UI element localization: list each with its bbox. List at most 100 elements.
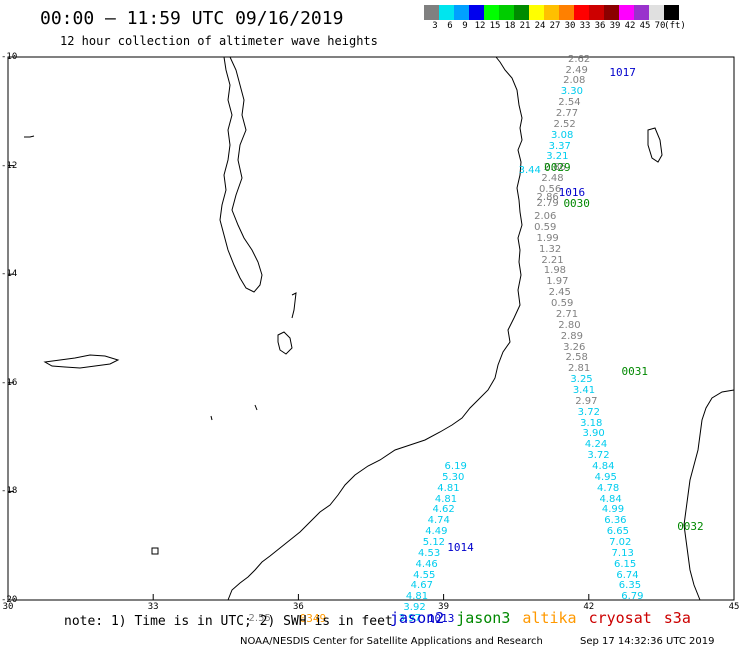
wave-height-label: 2.71 bbox=[555, 308, 579, 320]
pass-label: 0031 bbox=[621, 364, 649, 378]
lat-tick-label: -16 bbox=[1, 377, 18, 388]
island-grande-comore bbox=[647, 127, 663, 163]
lon-tick-label: 36 bbox=[292, 602, 304, 612]
lon-tick-label: 30 bbox=[2, 602, 14, 612]
timestamp-text: Sep 17 14:32:36 UTC 2019 bbox=[580, 636, 715, 647]
colorbar-label: 70 bbox=[654, 21, 666, 31]
wave-height-label: 4.99 bbox=[601, 504, 625, 516]
wave-height-label: 3.97 bbox=[398, 613, 421, 624]
colorbar-label: 30 bbox=[564, 21, 576, 31]
wave-height-label: 2.08 bbox=[563, 75, 586, 87]
map-title: 00:00 – 11:59 UTC 09/16/2019 bbox=[40, 8, 344, 29]
map-frame bbox=[7, 56, 735, 601]
wave-height-label: 5.30 bbox=[442, 471, 465, 483]
lake-kariba bbox=[43, 354, 120, 369]
colorbar-swatch bbox=[604, 5, 619, 20]
colorbar-swatch bbox=[439, 5, 454, 20]
pass-label: 1016 bbox=[558, 185, 586, 199]
wave-height-label: 2.55 bbox=[248, 613, 271, 624]
colorbar-swatch bbox=[649, 5, 664, 20]
wave-height-label: 3.72 bbox=[587, 450, 610, 462]
colorbar-label: 6 bbox=[447, 21, 453, 31]
wave-height-label: 4.81 bbox=[434, 493, 458, 505]
colorbar-swatch bbox=[634, 5, 649, 20]
wave-height-label: 4.81 bbox=[437, 482, 460, 494]
wave-height-label: 2.81 bbox=[567, 363, 591, 375]
wave-height-label: 4.62 bbox=[432, 504, 455, 516]
wave-height-label: 4.84 bbox=[599, 493, 622, 505]
wave-height-label: 4.95 bbox=[594, 471, 617, 483]
wave-height-label: 3.21 bbox=[546, 151, 569, 163]
colorbar-label: 15 bbox=[489, 21, 501, 31]
wave-height-label: 2.77 bbox=[555, 108, 579, 119]
wave-height-label: 3.26 bbox=[563, 341, 586, 353]
wave-height-label: 2.86 bbox=[543, 162, 567, 174]
colorbar-label: 24 bbox=[534, 21, 546, 31]
wave-height-label: 3.18 bbox=[580, 417, 603, 429]
wave-height-label: 3.72 bbox=[577, 406, 600, 418]
colorbar-swatch bbox=[484, 5, 499, 20]
colorbar-swatch bbox=[544, 5, 559, 20]
wave-height-label: 2.89 bbox=[560, 330, 583, 342]
colorbar-label: 27 bbox=[549, 21, 561, 31]
lat-tick-label: -12 bbox=[1, 160, 18, 171]
wave-height-label: 2.62 bbox=[567, 53, 591, 65]
legend-altika: altika bbox=[522, 609, 577, 627]
wave-height-label: 0.59 bbox=[534, 222, 557, 234]
wave-height-label: 1.98 bbox=[543, 265, 567, 277]
pass-label: 1014 bbox=[447, 541, 474, 555]
pass-label: 0032 bbox=[677, 519, 704, 533]
colorbar-swatch bbox=[529, 5, 544, 20]
colorbar-swatch bbox=[424, 5, 439, 20]
colorbar-label: 42 bbox=[624, 21, 636, 31]
legend-jason3: jason3 bbox=[456, 609, 511, 627]
wave-height-label: 1.97 bbox=[546, 276, 569, 288]
wave-height-label: 4.84 bbox=[592, 460, 615, 472]
colorbar-swatch bbox=[619, 5, 634, 20]
colorbar-label: 36 bbox=[594, 21, 606, 31]
wave-height-label: 4.53 bbox=[417, 547, 441, 559]
wave-height-label: 6.74 bbox=[616, 569, 639, 581]
colorbar-label: 9 bbox=[462, 21, 468, 31]
wave-height-label: 0.59 bbox=[551, 298, 574, 310]
coastline-madagascar bbox=[683, 389, 735, 601]
lat-tick-label: -14 bbox=[1, 269, 18, 280]
wave-height-label: 6.65 bbox=[606, 526, 629, 538]
lake-malawi bbox=[219, 56, 263, 293]
wave-height-label: 4.81 bbox=[405, 591, 429, 603]
wave-height-label: 2.21 bbox=[541, 254, 564, 266]
wave-height-label: 1.99 bbox=[536, 232, 559, 244]
wave-height-label: 2.79 bbox=[536, 197, 559, 209]
wave-height-label: 3.92 bbox=[403, 602, 426, 614]
lat-tick-label: -20 bbox=[1, 595, 18, 605]
pass-label: 0029 bbox=[544, 161, 571, 175]
colorbar-label: 12 bbox=[474, 21, 486, 31]
lon-tick-label: 33 bbox=[147, 602, 159, 612]
wave-height-label: 2.80 bbox=[558, 319, 581, 331]
wave-height-label: 3.41 bbox=[572, 384, 596, 396]
wave-height-label: 6.19 bbox=[444, 460, 467, 472]
map-subtitle: 12 hour collection of altimeter wave hei… bbox=[60, 34, 378, 48]
wave-height-label: 4.78 bbox=[597, 482, 620, 494]
colorbar-label: 18 bbox=[504, 21, 516, 31]
island-small-2 bbox=[151, 547, 159, 555]
wave-height-label: 2.06 bbox=[534, 211, 557, 223]
credit-text: NOAA/NESDIS Center for Satellite Applica… bbox=[240, 636, 543, 647]
colorbar-swatch bbox=[469, 5, 484, 20]
wave-height-label: 2.49 bbox=[565, 64, 588, 76]
colorbar-label: 45 bbox=[639, 21, 651, 31]
island-small-3 bbox=[254, 404, 258, 411]
wave-height-label: 4.55 bbox=[413, 569, 436, 581]
wave-height-label: 3.37 bbox=[548, 140, 571, 152]
wave-height-label: 2.58 bbox=[565, 352, 588, 364]
island-small bbox=[24, 135, 35, 138]
coastline-africa bbox=[227, 56, 523, 601]
colorbar-label: (ft) bbox=[664, 21, 686, 31]
note-text: note: 1) Time is in UTC; 2) SWH is in fe… bbox=[64, 614, 393, 629]
axis-ticks bbox=[7, 56, 735, 601]
colorbar-swatch bbox=[664, 5, 679, 20]
colorbar-label: 3 bbox=[432, 21, 438, 31]
wave-height-label: 4.74 bbox=[427, 515, 450, 527]
wave-height-label: 4.67 bbox=[410, 580, 433, 592]
